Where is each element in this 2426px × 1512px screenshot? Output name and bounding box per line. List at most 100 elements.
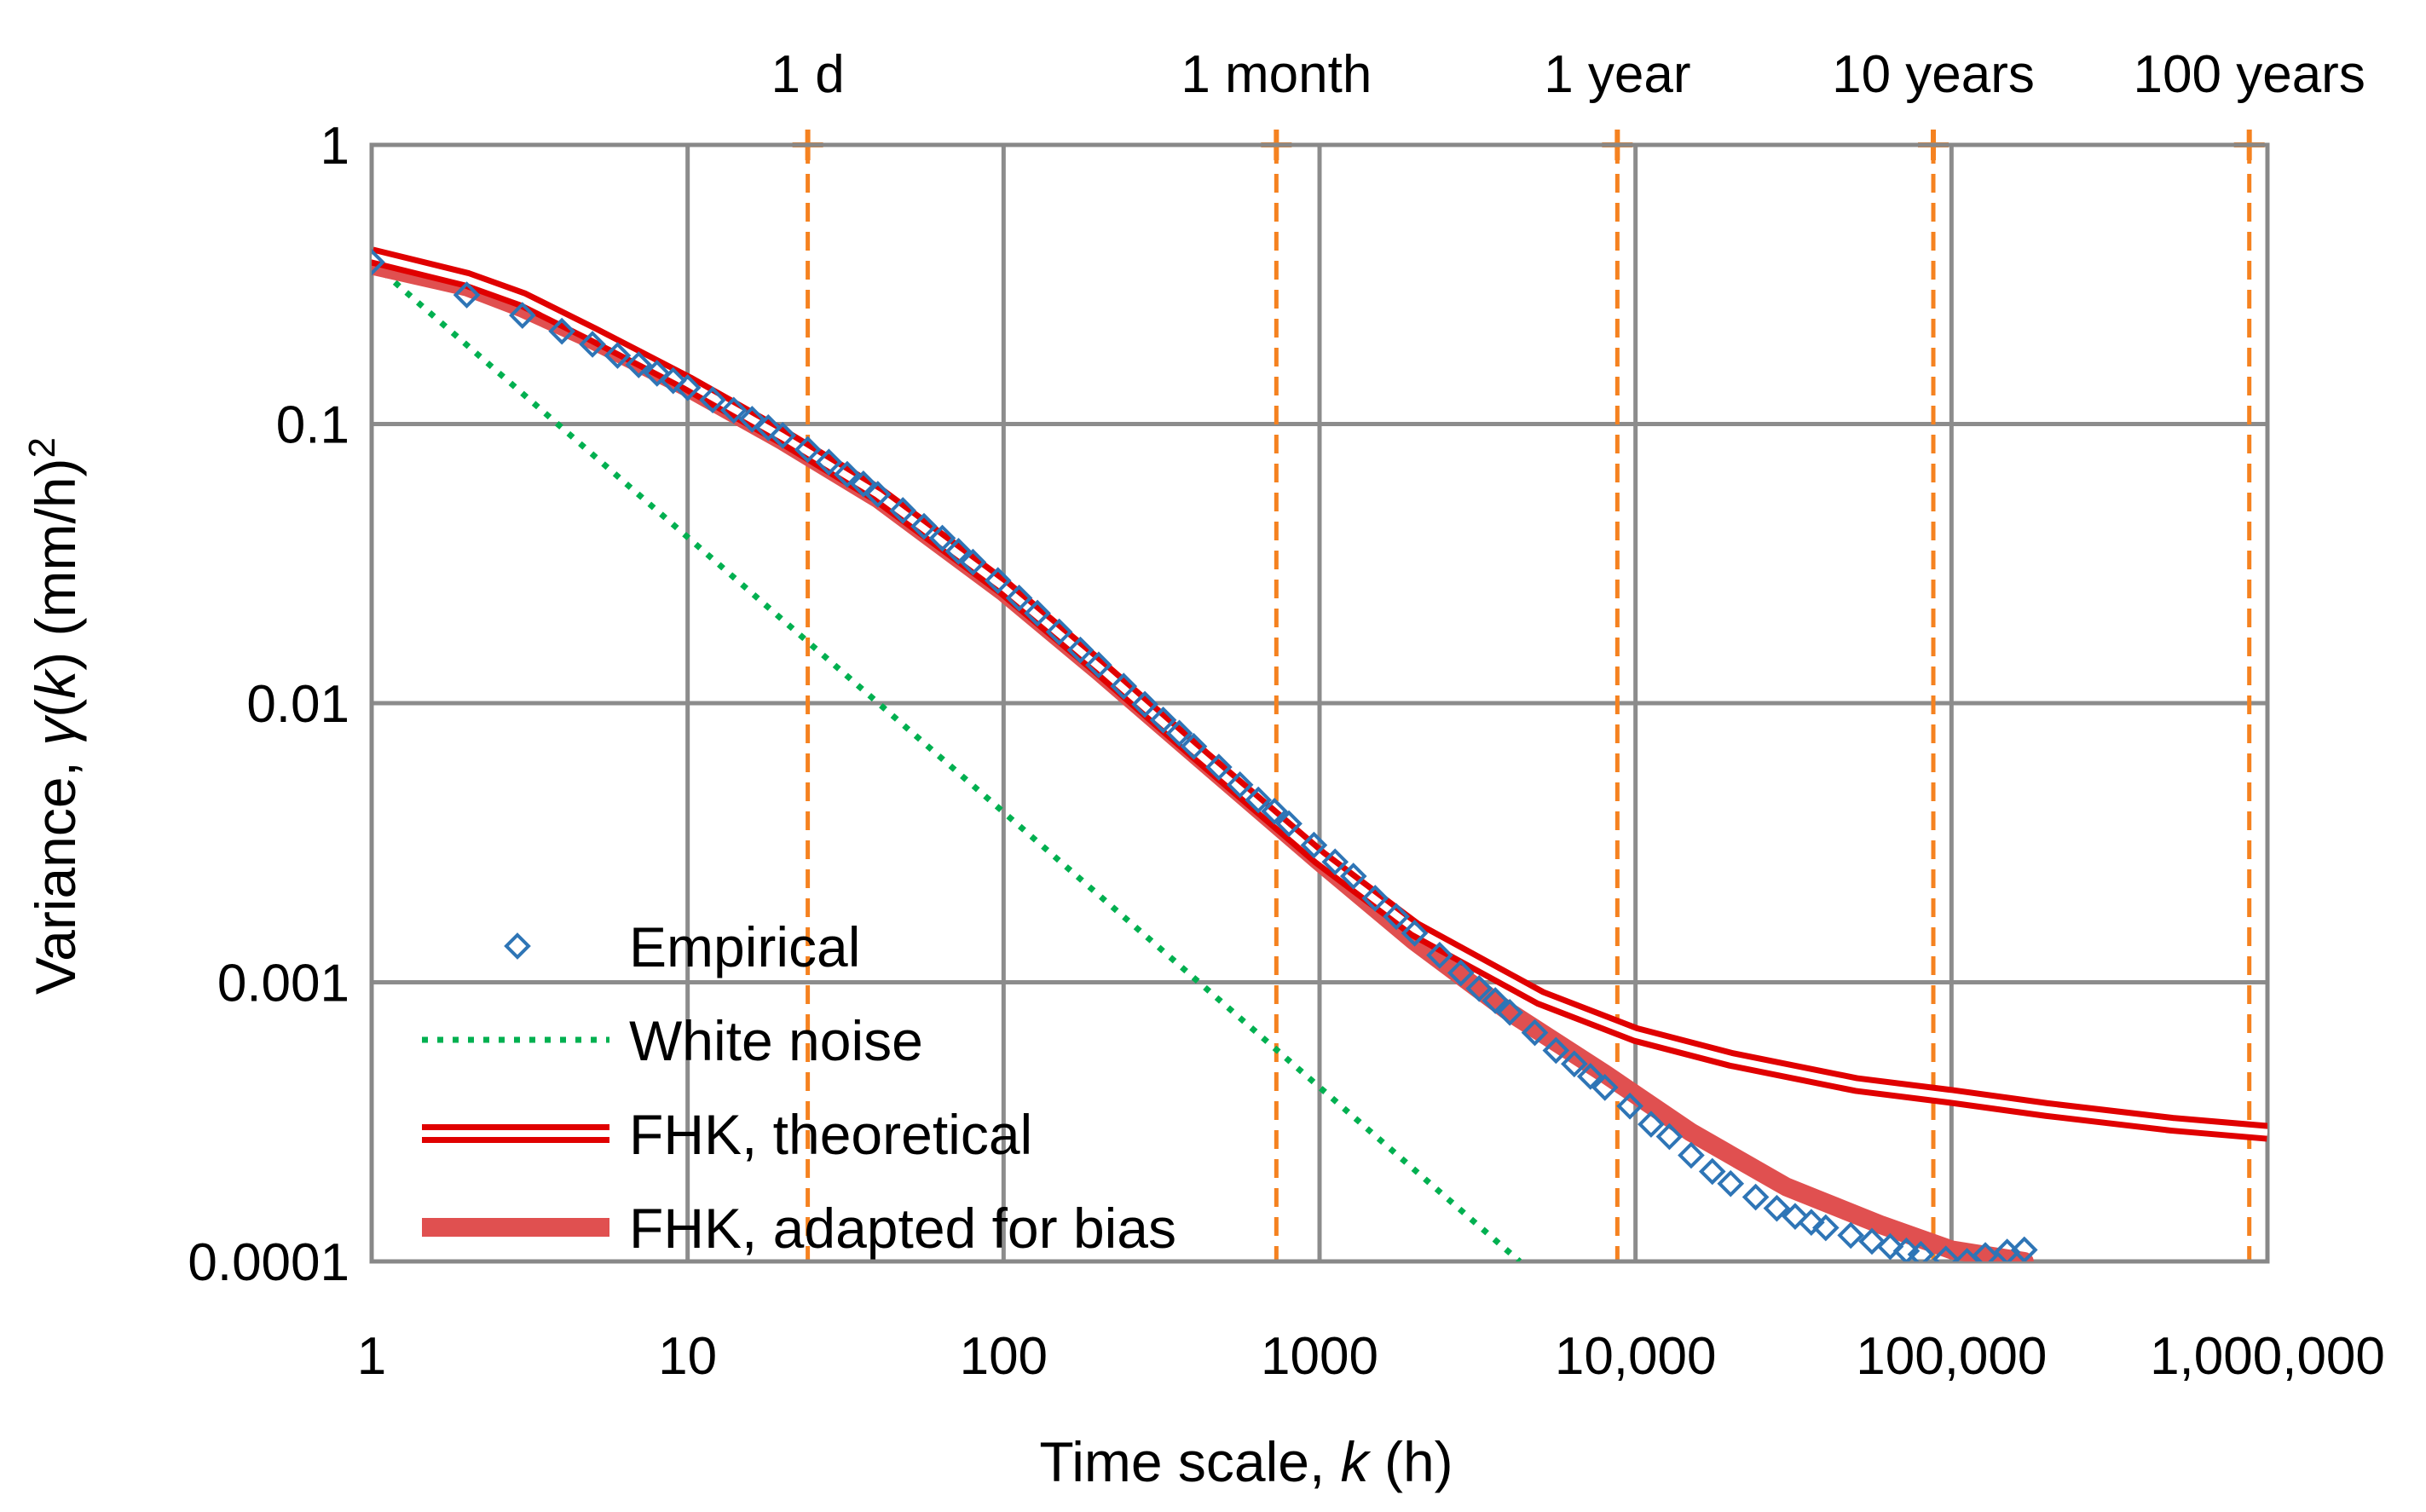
empirical-point xyxy=(1005,584,1033,612)
y-tick-label-3: 0.001 xyxy=(217,955,349,1013)
empirical-point xyxy=(643,360,671,387)
empirical-point xyxy=(910,512,938,540)
empirical-point xyxy=(1521,1019,1549,1047)
empirical-point xyxy=(548,317,575,345)
empirical-point xyxy=(1876,1232,1904,1261)
empirical-point xyxy=(1655,1122,1684,1151)
x-tick-label-1: 10 xyxy=(658,1327,717,1386)
empirical-point xyxy=(1339,863,1367,890)
empirical-point xyxy=(372,248,385,276)
empirical-point xyxy=(1165,719,1193,747)
x-axis-title: Time scale, k (h) xyxy=(1039,1430,1453,1493)
empirical-point xyxy=(1742,1183,1770,1211)
empirical-point xyxy=(1321,848,1349,876)
empirical-point xyxy=(453,281,481,309)
empirical-point xyxy=(850,470,877,498)
plot-border xyxy=(369,142,2270,1264)
empirical-point xyxy=(1812,1214,1840,1242)
empirical-point xyxy=(720,396,748,424)
empirical-point xyxy=(1576,1063,1604,1090)
y-tick-label-4: 0.0001 xyxy=(188,1233,349,1292)
empirical-point xyxy=(1698,1157,1726,1186)
empirical-point xyxy=(1907,1240,1935,1261)
empirical-point xyxy=(1932,1245,1960,1261)
empirical-point xyxy=(625,351,653,378)
y-axis-title: Variance, γ(k) (mm/h)2 xyxy=(21,437,88,995)
series-layer xyxy=(372,246,2267,1261)
x-tick-label-6: 1,000,000 xyxy=(2150,1327,2385,1386)
empirical-point xyxy=(1205,753,1233,781)
empirical-point xyxy=(928,524,956,552)
empirical-point xyxy=(1542,1036,1570,1065)
empirical-points xyxy=(372,248,2038,1261)
empirical-point xyxy=(1149,706,1177,734)
fhk-theoretical-line-inner xyxy=(372,252,2267,1136)
empirical-point xyxy=(815,448,843,476)
empirical-point xyxy=(2010,1236,2038,1261)
empirical-point xyxy=(794,436,822,464)
empirical-point xyxy=(1300,831,1328,859)
empirical-point xyxy=(509,302,536,329)
x-tick-label-3: 1000 xyxy=(1261,1327,1378,1386)
empirical-point xyxy=(1275,810,1303,838)
x-tick-label-5: 100,000 xyxy=(1856,1327,2047,1386)
x-tick-labels: 1 10 100 1000 10,000 100,000 1,000,000 xyxy=(357,1327,2385,1386)
empirical-point xyxy=(1763,1194,1791,1222)
legend-label-3: FHK, adapted for bias xyxy=(629,1197,1176,1260)
empirical-point xyxy=(1717,1169,1745,1197)
empirical-point xyxy=(1798,1209,1825,1237)
x-tick-label-2: 100 xyxy=(960,1327,1048,1386)
empirical-point xyxy=(1401,920,1429,947)
y-tick-labels: 1 0.1 0.01 0.001 0.0001 xyxy=(188,117,349,1292)
x-tick-label-4: 10,000 xyxy=(1555,1327,1717,1386)
ref-line-label-2: 1 year xyxy=(1544,45,1690,104)
empirical-point xyxy=(1024,599,1051,627)
legend-empirical-marker xyxy=(504,932,531,960)
empirical-point xyxy=(769,422,797,449)
legend-label-1: White noise xyxy=(629,1009,923,1072)
y-tick-label-2: 0.01 xyxy=(246,675,349,734)
empirical-point xyxy=(1858,1227,1886,1255)
empirical-point xyxy=(1361,885,1389,912)
ref-line-label-3: 10 years xyxy=(1832,45,2035,104)
legend-label-2: FHK, theoretical xyxy=(629,1103,1032,1166)
legend: Empirical White noise FHK, theoretical FHK,… xyxy=(422,915,1176,1260)
empirical-point xyxy=(604,342,632,369)
empirical-point xyxy=(1110,672,1138,700)
empirical-point xyxy=(889,497,917,524)
empirical-point xyxy=(944,537,973,565)
empirical-point xyxy=(579,331,606,358)
empirical-point xyxy=(834,460,861,488)
legend-label-0: Empirical xyxy=(629,915,860,978)
x-tick-label-0: 1 xyxy=(357,1327,386,1386)
empirical-point xyxy=(1426,941,1453,969)
empirical-point xyxy=(1131,690,1158,718)
empirical-point xyxy=(1616,1092,1643,1120)
empirical-point xyxy=(1496,999,1523,1026)
empirical-point xyxy=(754,414,783,441)
reference-line-labels: 1 d 1 month 1 year 10 years 100 years xyxy=(771,45,2365,104)
empirical-point xyxy=(1678,1141,1705,1169)
empirical-point xyxy=(984,567,1012,594)
empirical-point xyxy=(1085,651,1112,679)
empirical-point xyxy=(659,366,687,395)
reference-lines xyxy=(792,130,2265,1261)
empirical-point xyxy=(1892,1237,1921,1261)
empirical-point xyxy=(1261,797,1288,825)
empirical-point xyxy=(1045,618,1073,646)
empirical-point xyxy=(1638,1111,1665,1138)
ref-line-label-1: 1 month xyxy=(1181,45,1372,104)
ref-line-label-4: 100 years xyxy=(2134,45,2365,104)
empirical-point xyxy=(1782,1203,1809,1230)
empirical-point xyxy=(1245,786,1272,814)
empirical-point xyxy=(1226,770,1254,799)
empirical-point xyxy=(864,481,892,508)
empirical-point xyxy=(699,386,726,414)
ref-line-label-0: 1 d xyxy=(771,45,844,104)
empirical-point xyxy=(1591,1074,1619,1101)
empirical-point xyxy=(1482,987,1510,1014)
empirical-point xyxy=(1560,1050,1588,1078)
empirical-point xyxy=(673,373,702,401)
y-tick-label-0: 1 xyxy=(321,117,349,176)
